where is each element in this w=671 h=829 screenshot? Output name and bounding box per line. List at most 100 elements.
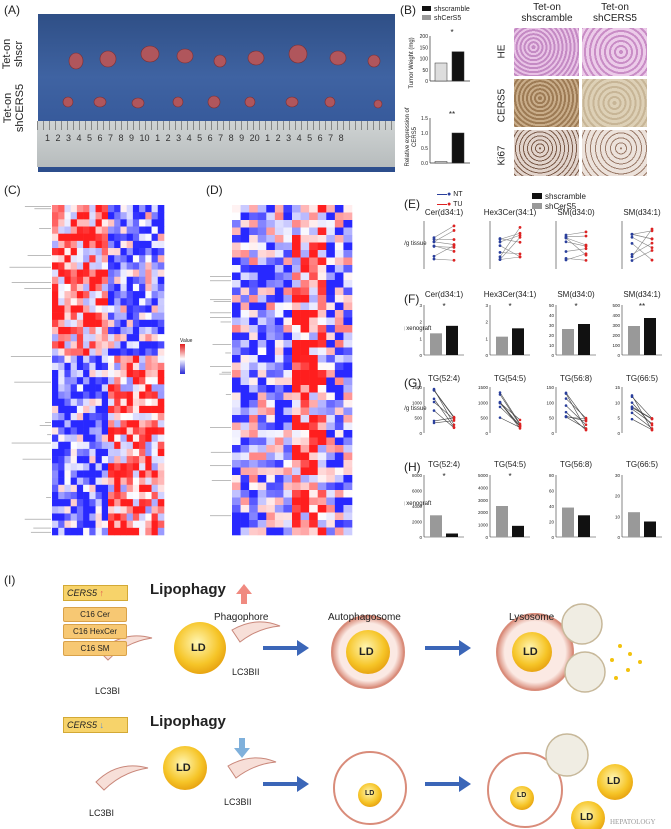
heatmap-cell	[95, 262, 103, 270]
heatmap-cell	[157, 420, 165, 428]
heatmap-cell	[58, 448, 65, 457]
heatmap-cell	[126, 484, 134, 493]
heatmap-cell	[343, 280, 353, 288]
heatmap-cell	[283, 370, 293, 378]
heatmap-cell	[64, 348, 71, 356]
heatmap-cell	[151, 341, 159, 349]
heatmap-cell	[64, 377, 71, 385]
heatmap-cell	[249, 385, 259, 393]
heatmap-cell	[266, 407, 276, 416]
heatmap-cell	[317, 257, 327, 266]
heatmap-cell	[257, 257, 267, 266]
heatmap-cell	[52, 283, 59, 292]
heatmap-cell	[300, 475, 310, 483]
histology-ki67-shcers5	[582, 130, 647, 176]
heatmap-cell	[114, 513, 121, 521]
heatmap-cell	[334, 205, 344, 213]
heatmap-cell	[317, 497, 327, 506]
e-point-nt	[498, 250, 502, 254]
h-ytick: 8000	[412, 473, 423, 478]
heatmap-cell	[89, 233, 96, 242]
g-ytick: 5	[617, 416, 620, 421]
heatmap-cell	[52, 226, 59, 234]
heatmap-cell	[145, 298, 152, 306]
heatmap-cell	[120, 391, 127, 399]
heatmap-cell	[101, 298, 109, 306]
heatmap-cell	[300, 505, 310, 513]
heatmap-cell	[83, 405, 90, 414]
heatmap-cell	[326, 422, 336, 431]
heatmap-cell	[292, 242, 301, 251]
heatmap-cell	[232, 257, 241, 266]
heatmap-cell	[151, 377, 159, 385]
heatmap-cell	[283, 407, 293, 416]
heatmap-cell	[120, 456, 127, 464]
efgh-plots: Cer(d34:1) Hex3Cer(34:1) SM(d34:0) SM(d34:1…	[404, 208, 662, 540]
heatmap-cell	[343, 332, 353, 341]
heatmap-cell	[108, 405, 115, 414]
heatmap-cell	[240, 452, 250, 461]
histology-cers5-shcers5	[582, 79, 647, 127]
heatmap-cell	[114, 362, 121, 371]
heatmap-cell	[151, 520, 159, 529]
heatmap-cell	[151, 420, 159, 428]
heatmap-cell	[343, 512, 353, 521]
heatmap-cell	[114, 240, 121, 249]
heatmap-cell	[274, 490, 284, 498]
heatmap-cell	[257, 527, 267, 536]
heatmap-cell	[126, 240, 134, 249]
heatmap-cell	[58, 291, 65, 299]
heatmap-cell	[274, 527, 284, 536]
heatmap-cell	[274, 302, 284, 311]
heatmap-cell	[120, 262, 127, 270]
heatmap-cell	[120, 248, 127, 256]
heatmap-cell	[126, 405, 134, 414]
heatmap-cell	[70, 499, 78, 507]
heatmap-cell	[52, 456, 59, 464]
heatmap-cell	[240, 407, 250, 416]
heatmap-cell	[240, 295, 250, 303]
heatmap-cell	[58, 248, 65, 256]
g-point-tu	[650, 417, 654, 421]
heatmap-cell	[151, 427, 159, 435]
heatmap-cell	[126, 205, 134, 213]
g-point-tu	[650, 422, 654, 425]
heatmap-cell	[300, 407, 310, 416]
heatmap-cell	[300, 400, 310, 408]
heatmap-cell	[132, 334, 140, 342]
e-pair-line	[565, 248, 587, 252]
heatmap-cell	[266, 445, 276, 453]
heatmap-cell	[232, 340, 241, 348]
heatmap-cell	[70, 355, 78, 364]
heatmap-cell	[292, 377, 301, 386]
heatmap-cell	[266, 362, 276, 371]
heatmap-cell	[300, 302, 310, 311]
heatmap-cell	[300, 445, 310, 453]
heatmap-cell	[120, 499, 127, 507]
heatmap-cell	[343, 355, 353, 363]
heatmap-cell	[76, 240, 84, 249]
heatmap-cell	[126, 248, 134, 256]
f-subplot-title: Hex3Cer(34:1)	[484, 290, 537, 299]
heatmap-cell	[334, 287, 344, 296]
g-point-nt	[630, 417, 634, 421]
heatmap-cell	[64, 427, 71, 435]
heatmap-cell	[343, 302, 353, 311]
heatmap-cell	[64, 319, 71, 328]
heatmap-cell	[101, 240, 109, 249]
h-ytick: 20	[615, 494, 621, 499]
heatmap-cell	[108, 484, 115, 493]
heatmap-cell	[64, 226, 71, 234]
heatmap-cell	[257, 370, 267, 378]
heatmap-cell	[343, 520, 353, 528]
heatmap-cell	[70, 448, 78, 457]
heatmap-cell	[266, 415, 276, 423]
heatmap-cell	[326, 400, 336, 408]
h-subplot-title: TG(66:5)	[626, 460, 658, 469]
heatmap-cell	[76, 413, 84, 421]
b-bar	[434, 62, 448, 82]
heatmap-cell	[52, 370, 59, 378]
heatmap-cell	[89, 326, 96, 335]
heatmap-cell	[145, 448, 152, 457]
